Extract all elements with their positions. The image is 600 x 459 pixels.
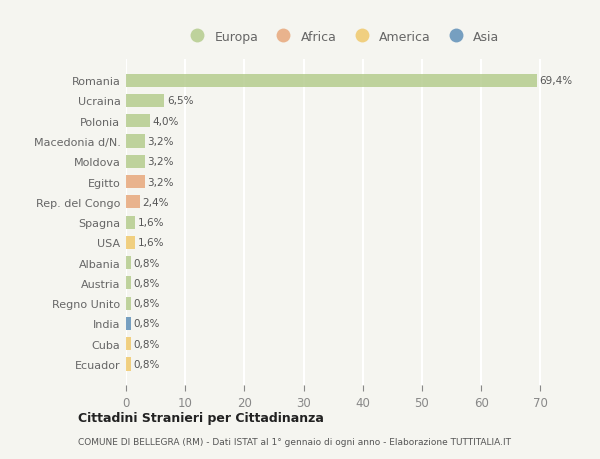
- Text: 0,8%: 0,8%: [133, 278, 160, 288]
- Text: 2,4%: 2,4%: [143, 197, 169, 207]
- Text: 0,8%: 0,8%: [133, 258, 160, 268]
- Text: COMUNE DI BELLEGRA (RM) - Dati ISTAT al 1° gennaio di ogni anno - Elaborazione T: COMUNE DI BELLEGRA (RM) - Dati ISTAT al …: [78, 437, 511, 446]
- Text: 1,6%: 1,6%: [138, 238, 164, 248]
- Legend: Europa, Africa, America, Asia: Europa, Africa, America, Asia: [181, 27, 503, 47]
- Bar: [126, 297, 131, 310]
- Bar: [126, 95, 164, 108]
- Bar: [126, 135, 145, 148]
- Text: 3,2%: 3,2%: [148, 157, 174, 167]
- Bar: [126, 236, 136, 249]
- Text: 4,0%: 4,0%: [152, 117, 178, 127]
- Bar: [126, 257, 131, 269]
- Bar: [126, 115, 149, 128]
- Bar: [126, 216, 136, 229]
- Text: 0,8%: 0,8%: [133, 298, 160, 308]
- Bar: [126, 277, 131, 290]
- Text: 3,2%: 3,2%: [148, 137, 174, 147]
- Text: 0,8%: 0,8%: [133, 339, 160, 349]
- Bar: [126, 317, 131, 330]
- Bar: [126, 337, 131, 351]
- Text: 3,2%: 3,2%: [148, 177, 174, 187]
- Text: 1,6%: 1,6%: [138, 218, 164, 228]
- Bar: [126, 176, 145, 189]
- Bar: [126, 74, 536, 88]
- Text: 6,5%: 6,5%: [167, 96, 193, 106]
- Bar: [126, 156, 145, 168]
- Bar: [126, 358, 131, 371]
- Text: 0,8%: 0,8%: [133, 359, 160, 369]
- Text: Cittadini Stranieri per Cittadinanza: Cittadini Stranieri per Cittadinanza: [78, 412, 324, 425]
- Bar: [126, 196, 140, 209]
- Text: 0,8%: 0,8%: [133, 319, 160, 329]
- Text: 69,4%: 69,4%: [539, 76, 572, 86]
